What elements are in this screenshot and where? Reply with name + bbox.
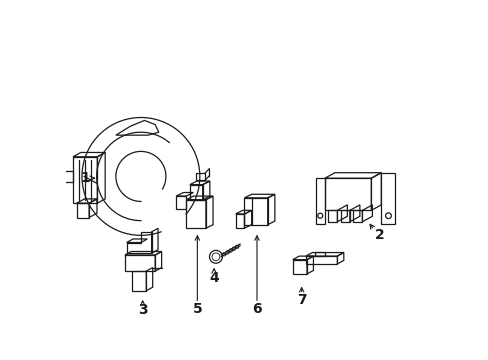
Text: 2: 2 [374,228,384,242]
Text: 3: 3 [138,303,147,318]
Bar [315,252,324,256]
Text: 5: 5 [192,302,202,316]
Text: 4: 4 [209,271,219,285]
Text: 7: 7 [296,293,306,307]
Text: 6: 6 [252,302,261,316]
Text: 1: 1 [81,171,90,185]
